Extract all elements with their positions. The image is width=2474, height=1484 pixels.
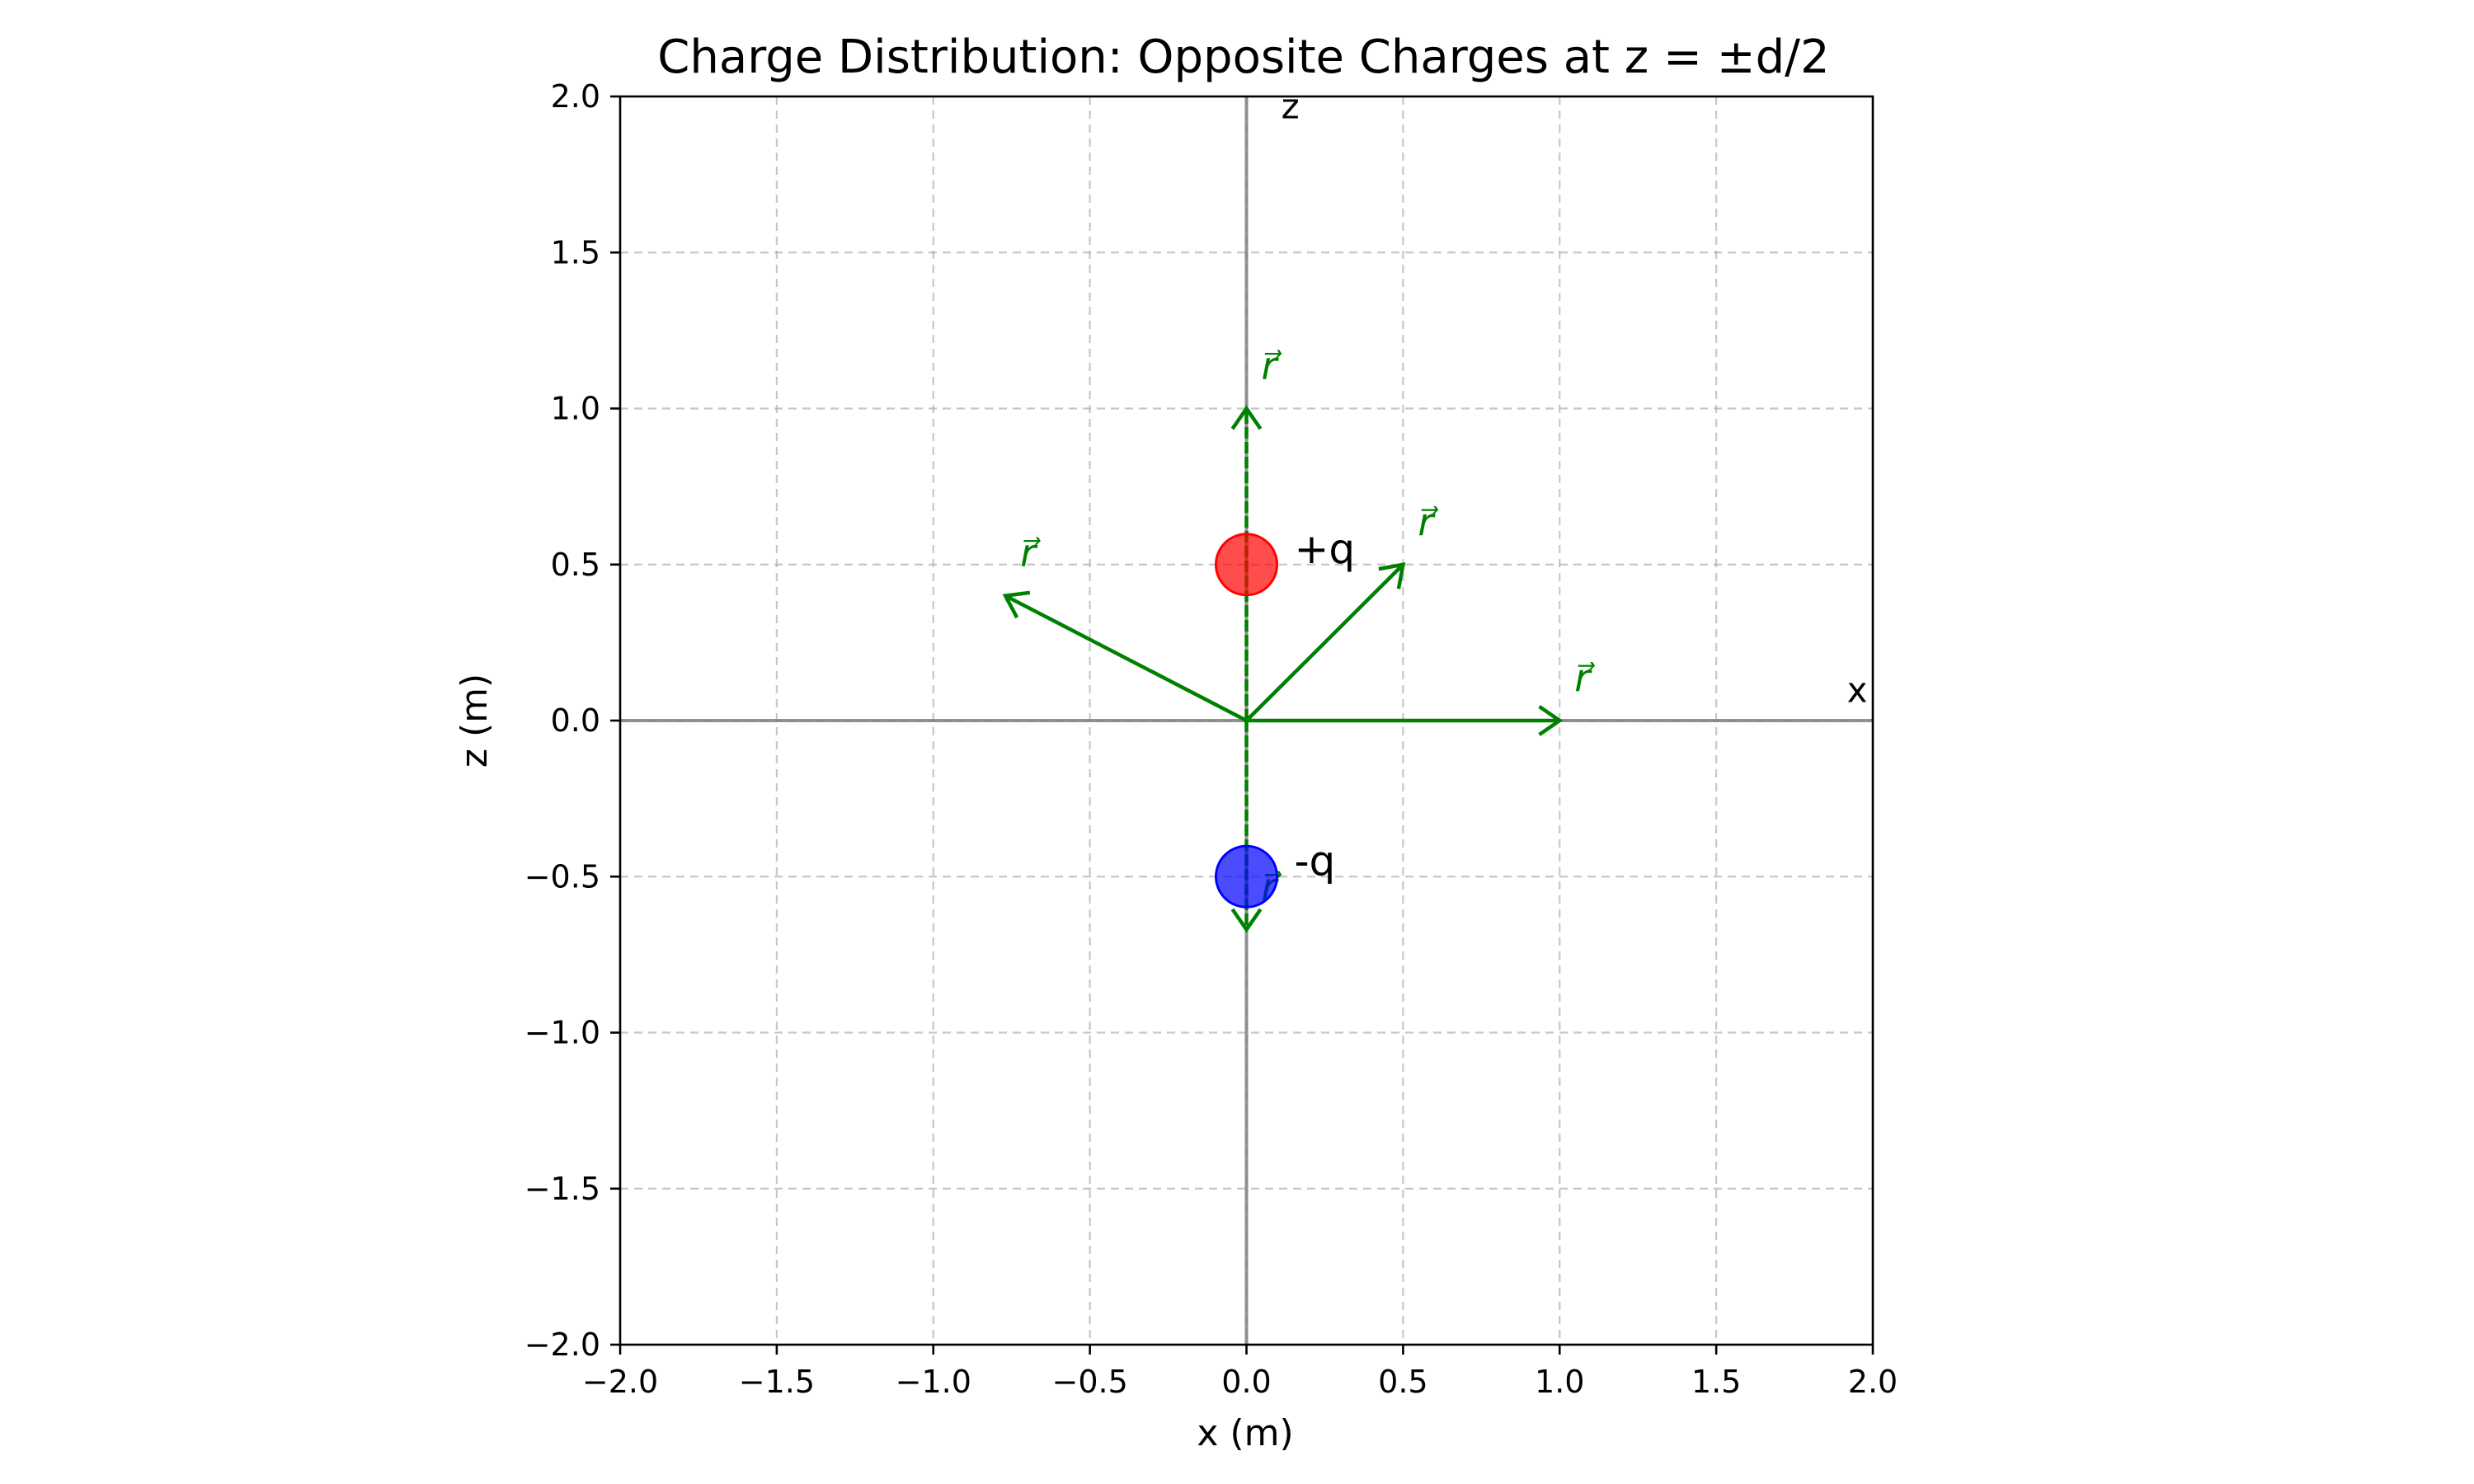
y-tick-label: −1.0 xyxy=(524,1015,600,1051)
vector-arrowhead xyxy=(1538,705,1564,736)
positive-charge-label: +q xyxy=(1295,525,1356,573)
charges: +q -q xyxy=(1215,525,1356,909)
positive-charge-marker xyxy=(1215,533,1278,597)
vector-arrowhead xyxy=(1002,590,1031,619)
y-axis-label: z (m) xyxy=(454,674,496,768)
y-tick-label: 0.5 xyxy=(551,547,600,583)
vector-arrowhead xyxy=(1378,561,1406,589)
x-axis-ticks: −2.0 −1.5 −1.0 −0.5 0.0 0.5 1.0 1.5 2.0 xyxy=(582,1345,1898,1400)
x-tick-label: 1.5 xyxy=(1691,1364,1741,1400)
x-tick-label: −1.0 xyxy=(896,1364,971,1400)
y-tick-label: −2.0 xyxy=(524,1327,600,1363)
y-tick-label: 0.0 xyxy=(551,702,600,739)
y-tick-label: −0.5 xyxy=(524,858,600,895)
x-axis-annotation: x xyxy=(1847,669,1868,710)
vector-shaft xyxy=(1244,563,1404,722)
x-tick-label: 2.0 xyxy=(1848,1364,1898,1400)
y-axis-ticks: −2.0 −1.5 −1.0 −0.5 0.0 0.5 1.0 1.5 2.0 xyxy=(524,78,620,1363)
vector-shaft xyxy=(1004,594,1248,722)
chart-title: Charge Distribution: Opposite Charges at… xyxy=(657,31,1829,84)
negative-charge: -q xyxy=(1215,837,1336,909)
x-tick-label: 1.0 xyxy=(1535,1364,1584,1400)
y-tick-label: −1.5 xyxy=(524,1171,600,1207)
negative-charge-label: -q xyxy=(1295,837,1336,885)
x-tick-label: −2.0 xyxy=(582,1364,658,1400)
position-vectors: r⃗r⃗r⃗r⃗r⃗ xyxy=(1002,344,1595,933)
y-tick-label: 1.0 xyxy=(551,391,600,427)
x-tick-label: 0.0 xyxy=(1221,1364,1271,1400)
x-tick-label: −1.5 xyxy=(739,1364,815,1400)
y-tick-label: 1.5 xyxy=(551,234,600,270)
z-axis-annotation: z xyxy=(1282,86,1300,126)
x-tick-label: 0.5 xyxy=(1378,1364,1427,1400)
vector-arrowhead xyxy=(1230,405,1263,430)
vector-arrowhead xyxy=(1230,908,1263,933)
x-tick-label: −0.5 xyxy=(1051,1364,1127,1400)
x-axis-label: x (m) xyxy=(1197,1412,1293,1454)
positive-charge: +q xyxy=(1215,525,1356,597)
y-tick-label: 2.0 xyxy=(551,78,600,115)
negative-charge-marker xyxy=(1215,844,1278,909)
